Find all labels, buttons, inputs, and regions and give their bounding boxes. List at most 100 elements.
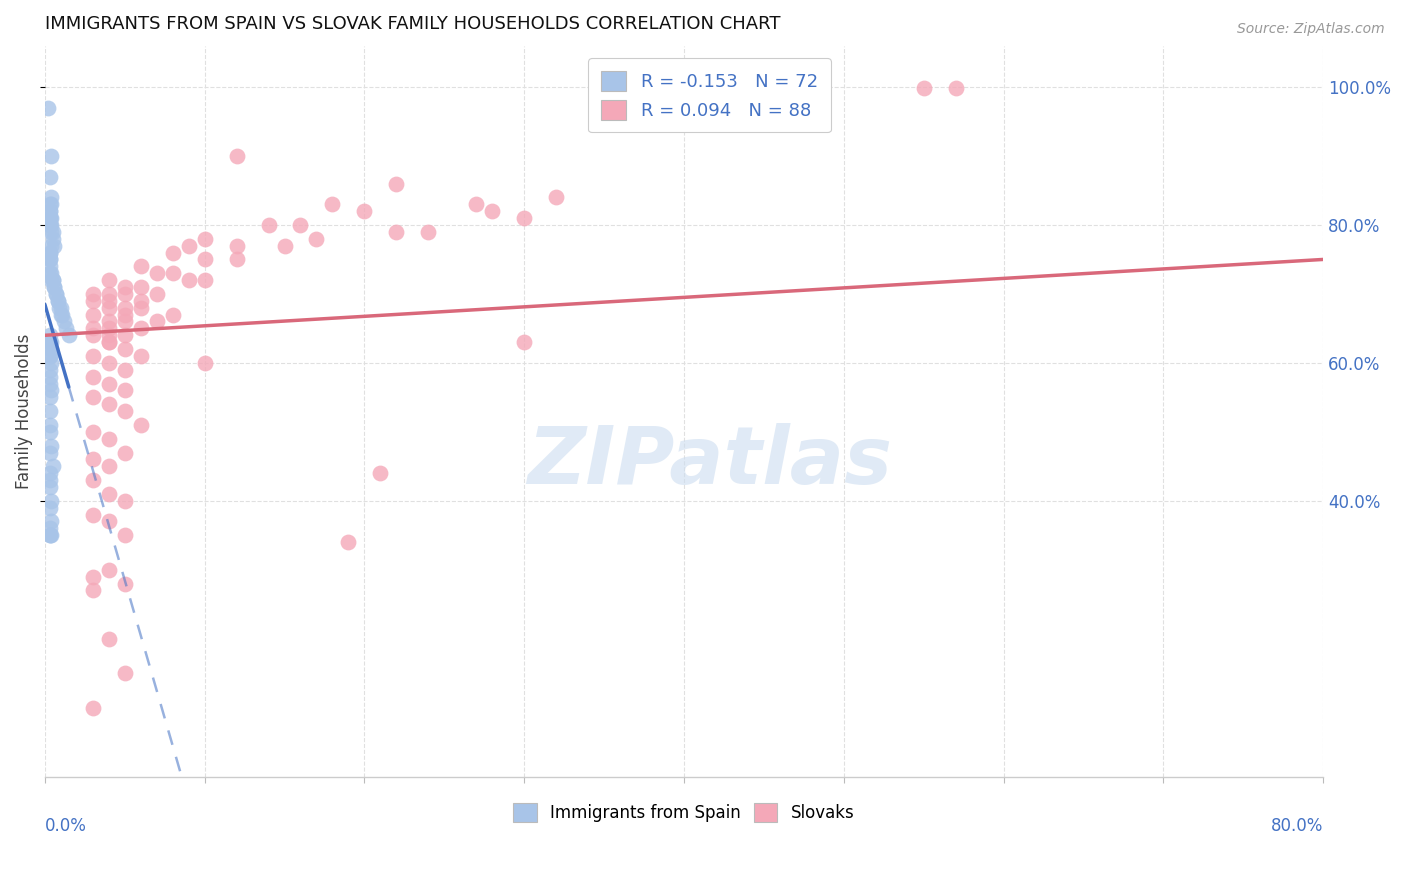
Point xyxy=(370,467,392,481)
Point xyxy=(82,293,104,308)
Point xyxy=(39,190,62,204)
Point xyxy=(145,287,167,301)
Point xyxy=(194,356,217,370)
Point xyxy=(82,473,104,487)
Point xyxy=(97,287,120,301)
Point xyxy=(82,328,104,343)
Point xyxy=(38,467,60,481)
Point xyxy=(44,280,66,294)
Point xyxy=(45,287,67,301)
Point xyxy=(39,439,62,453)
Point xyxy=(129,417,152,432)
Point xyxy=(114,493,136,508)
Point xyxy=(38,349,60,363)
Point xyxy=(38,260,60,274)
Point xyxy=(49,308,72,322)
Point xyxy=(38,245,60,260)
Point xyxy=(273,238,295,252)
Point xyxy=(38,473,60,487)
Point xyxy=(546,190,568,204)
Point xyxy=(114,576,136,591)
Point xyxy=(129,301,152,315)
Point xyxy=(42,232,65,246)
Point xyxy=(38,528,60,542)
Point xyxy=(39,493,62,508)
Point xyxy=(44,238,66,252)
Point xyxy=(114,528,136,542)
Point xyxy=(513,211,536,225)
Point xyxy=(38,425,60,439)
Point xyxy=(82,508,104,522)
Point xyxy=(82,390,104,404)
Point xyxy=(38,169,60,184)
Point xyxy=(38,521,60,535)
Point xyxy=(97,356,120,370)
Point xyxy=(129,280,152,294)
Text: Source: ZipAtlas.com: Source: ZipAtlas.com xyxy=(1237,22,1385,37)
Point xyxy=(290,218,312,232)
Point xyxy=(38,500,60,515)
Point xyxy=(97,328,120,343)
Point xyxy=(82,287,104,301)
Point xyxy=(82,583,104,598)
Point xyxy=(38,204,60,219)
Point xyxy=(97,321,120,335)
Point xyxy=(225,149,247,163)
Point xyxy=(97,335,120,350)
Point xyxy=(513,335,536,350)
Point xyxy=(49,301,72,315)
Point xyxy=(912,81,935,95)
Point xyxy=(114,666,136,681)
Point xyxy=(97,273,120,287)
Point xyxy=(46,293,69,308)
Point xyxy=(38,252,60,267)
Point xyxy=(97,335,120,350)
Point xyxy=(39,218,62,232)
Point xyxy=(42,273,65,287)
Point xyxy=(97,314,120,328)
Point xyxy=(38,245,60,260)
Point xyxy=(97,459,120,474)
Point xyxy=(39,149,62,163)
Point xyxy=(82,700,104,714)
Point xyxy=(38,266,60,280)
Point xyxy=(55,321,77,335)
Point xyxy=(114,445,136,459)
Point xyxy=(39,266,62,280)
Point xyxy=(129,321,152,335)
Point xyxy=(194,252,217,267)
Point xyxy=(82,349,104,363)
Point xyxy=(38,363,60,377)
Point xyxy=(38,342,60,356)
Point xyxy=(38,211,60,225)
Text: 0.0%: 0.0% xyxy=(45,817,87,835)
Point xyxy=(162,245,184,260)
Point xyxy=(42,459,65,474)
Point xyxy=(162,266,184,280)
Point xyxy=(177,273,200,287)
Point xyxy=(39,356,62,370)
Point xyxy=(82,452,104,467)
Point xyxy=(194,232,217,246)
Point xyxy=(114,404,136,418)
Point xyxy=(114,314,136,328)
Text: 80.0%: 80.0% xyxy=(1271,817,1323,835)
Point xyxy=(48,301,70,315)
Point xyxy=(38,417,60,432)
Point xyxy=(82,569,104,583)
Point xyxy=(38,369,60,384)
Point xyxy=(38,211,60,225)
Point xyxy=(39,528,62,542)
Point xyxy=(82,369,104,384)
Point xyxy=(385,225,408,239)
Point xyxy=(82,425,104,439)
Point xyxy=(45,287,67,301)
Point xyxy=(39,225,62,239)
Point xyxy=(38,204,60,219)
Text: ZIPatlas: ZIPatlas xyxy=(527,424,891,501)
Point xyxy=(38,528,60,542)
Point xyxy=(39,211,62,225)
Point xyxy=(97,376,120,391)
Point xyxy=(418,225,440,239)
Point xyxy=(38,335,60,350)
